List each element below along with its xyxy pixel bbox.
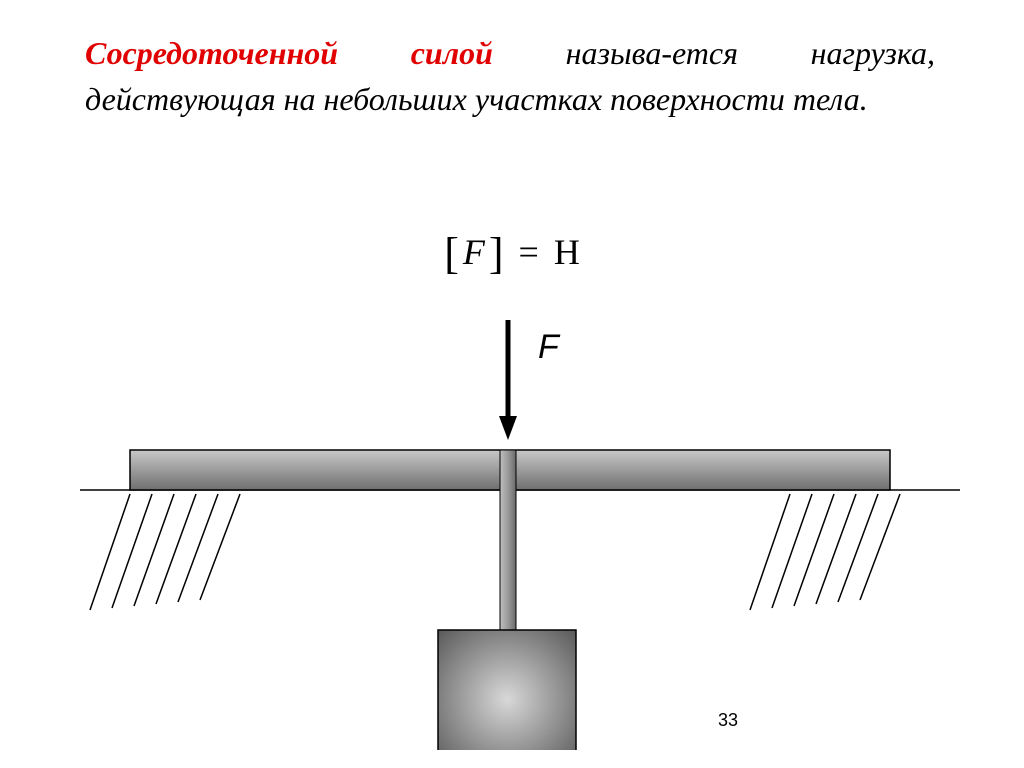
formula: [F] = Н [0,228,1024,279]
formula-unit: Н [554,232,580,272]
diagram-svg [0,310,1024,750]
formula-var: F [459,232,489,272]
definition-text: Сосредоточенной силой называ-ется нагруз… [85,30,935,123]
force-diagram: F 33 [0,310,1024,750]
force-label: F [538,328,559,367]
page-number: 33 [718,710,738,731]
highlight-term: Сосредоточенной силой [85,35,493,71]
